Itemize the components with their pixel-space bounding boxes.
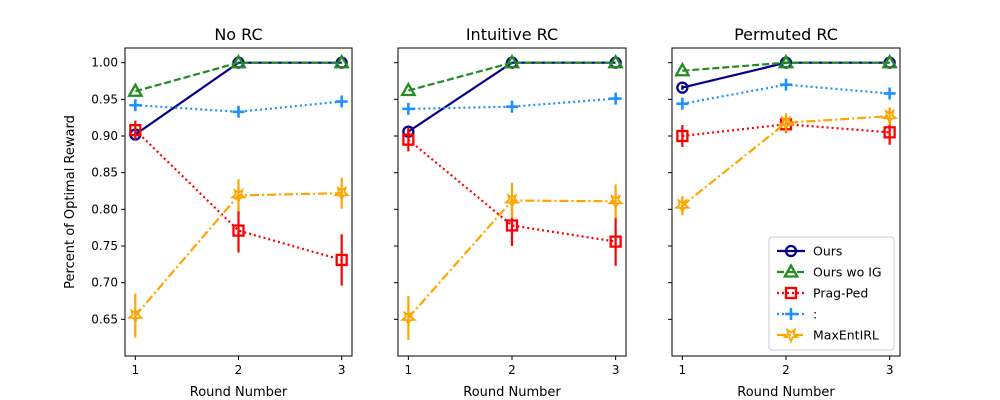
x-tick-label: 2 bbox=[235, 363, 243, 377]
legend: Ours Ours wo IG Prag-Ped: MaxEntIRL bbox=[768, 236, 895, 351]
legend-marker bbox=[782, 263, 800, 278]
data-point bbox=[503, 53, 521, 69]
data-point bbox=[676, 81, 689, 94]
data-point bbox=[333, 53, 350, 69]
legend-marker bbox=[784, 286, 798, 300]
series-prag-ped bbox=[402, 127, 622, 266]
data-point bbox=[883, 87, 896, 100]
legend-entry-ours-wo-ig: Ours wo IG bbox=[777, 263, 882, 280]
data-point bbox=[607, 193, 625, 211]
data-point bbox=[127, 82, 144, 97]
data-point bbox=[676, 129, 689, 143]
x-axis-title: Round Number bbox=[463, 385, 561, 400]
data-point bbox=[229, 188, 248, 205]
series-colon bbox=[402, 92, 622, 115]
data-point bbox=[129, 123, 142, 137]
data-point bbox=[402, 102, 415, 115]
y-tick-label: 0.85 bbox=[91, 166, 118, 180]
y-tick-label: 0.95 bbox=[91, 92, 118, 106]
y-tick-label: 1.00 bbox=[91, 56, 118, 70]
legend-box bbox=[768, 236, 895, 351]
x-tick-label: 3 bbox=[338, 363, 346, 377]
y-tick-label: 0.70 bbox=[91, 276, 118, 290]
y-tick-label: 0.75 bbox=[91, 239, 118, 253]
series-maxentirl bbox=[399, 182, 625, 340]
data-point bbox=[505, 219, 519, 232]
legend-label: : bbox=[813, 307, 817, 322]
data-point bbox=[506, 100, 518, 113]
data-point bbox=[126, 308, 144, 325]
x-axis-title: Round Number bbox=[737, 385, 835, 400]
data-point bbox=[335, 253, 348, 267]
x-tick-label: 3 bbox=[886, 363, 894, 377]
series-ours-wo-ig bbox=[400, 53, 624, 97]
data-point bbox=[780, 78, 792, 91]
data-point bbox=[232, 105, 245, 118]
data-point bbox=[402, 133, 415, 146]
data-point bbox=[609, 92, 622, 105]
data-point bbox=[674, 61, 691, 77]
series-maxentirl bbox=[126, 177, 351, 338]
data-point bbox=[607, 53, 624, 69]
x-tick-label: 1 bbox=[679, 363, 687, 377]
x-tick-label: 1 bbox=[405, 363, 413, 377]
data-point bbox=[676, 97, 689, 110]
data-point bbox=[609, 235, 622, 248]
y-tick-label: 0.90 bbox=[91, 129, 118, 143]
legend-marker bbox=[784, 244, 798, 258]
data-point bbox=[883, 126, 896, 139]
x-axis-title: Round Number bbox=[190, 385, 288, 400]
panel-intuitive-rc: 1 2 3 Intuitive RC Round Number bbox=[394, 25, 627, 400]
series-line bbox=[408, 61, 616, 92]
data-point bbox=[399, 310, 417, 327]
data-point bbox=[400, 81, 417, 97]
data-point bbox=[129, 99, 142, 112]
data-point bbox=[503, 193, 521, 210]
data-point bbox=[881, 53, 898, 69]
x-tick-label: 2 bbox=[782, 363, 790, 377]
y-axis-title: Percent of Optimal Reward bbox=[63, 115, 78, 289]
series-maxentirl bbox=[673, 107, 899, 216]
series-prag-ped bbox=[129, 120, 348, 286]
x-tick-label: 3 bbox=[612, 363, 620, 377]
series-colon bbox=[129, 95, 348, 118]
legend-label: MaxEntIRL bbox=[813, 328, 879, 343]
panel-title: Intuitive RC bbox=[466, 25, 558, 44]
y-tick-label: 0.65 bbox=[91, 312, 118, 326]
panel-title: No RC bbox=[214, 25, 262, 44]
series-ours-wo-ig bbox=[127, 53, 350, 97]
legend-marker bbox=[785, 308, 797, 320]
legend-label: Ours wo IG bbox=[813, 265, 882, 280]
panel-title: Permuted RC bbox=[734, 25, 838, 44]
data-point bbox=[230, 53, 247, 69]
legend-entry-prag-ped: Prag-Ped bbox=[777, 286, 868, 301]
series-ours-wo-ig bbox=[674, 53, 898, 77]
data-point bbox=[335, 95, 348, 108]
data-point bbox=[777, 115, 795, 132]
y-tick-label: 0.80 bbox=[91, 202, 118, 216]
series-colon bbox=[676, 78, 896, 110]
data-point bbox=[333, 185, 351, 203]
legend-marker bbox=[782, 327, 800, 344]
legend-label: Ours bbox=[813, 244, 842, 259]
x-tick-label: 1 bbox=[131, 363, 139, 377]
data-point bbox=[777, 53, 795, 69]
series-line bbox=[135, 61, 342, 93]
data-point bbox=[881, 108, 899, 126]
data-point bbox=[673, 198, 691, 215]
series-line bbox=[134, 129, 342, 261]
series-line bbox=[682, 61, 890, 72]
legend-entry-maxentirl: MaxEntIRL bbox=[777, 327, 879, 344]
legend-label: Prag-Ped bbox=[813, 286, 868, 301]
legend-entry-colon: : bbox=[777, 307, 817, 322]
panel-no-rc: 0.65 0.70 0.75 0.80 0.85 0.90 0.95 1.00 1 2 3 No RC… bbox=[91, 25, 353, 400]
legend-entry-ours: Ours bbox=[777, 244, 842, 259]
x-tick-label: 2 bbox=[508, 363, 516, 377]
data-point bbox=[232, 224, 245, 237]
